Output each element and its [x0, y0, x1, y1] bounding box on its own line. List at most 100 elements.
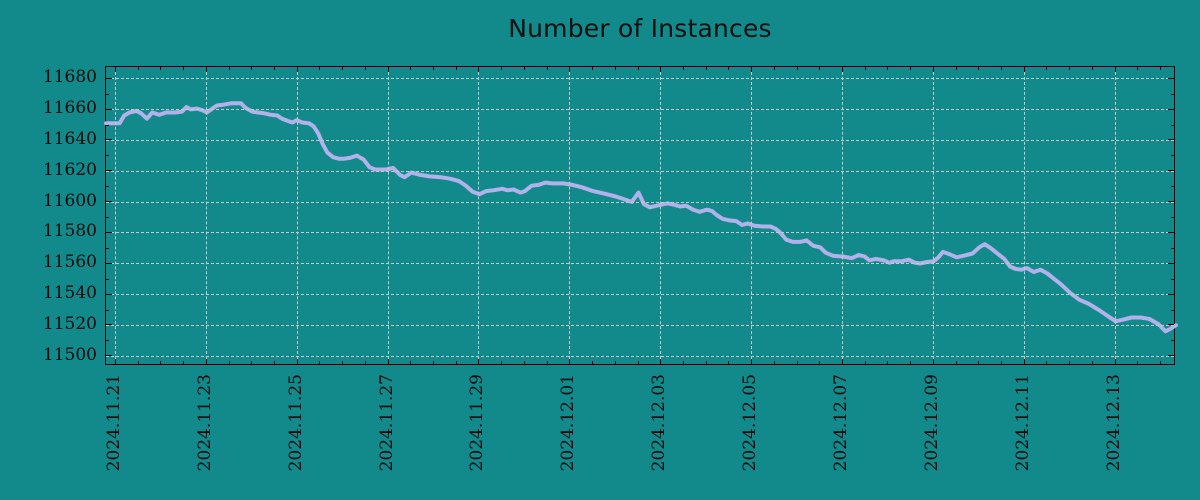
x-minor-tick-bottom — [523, 361, 525, 364]
x-minor-tick-top — [887, 67, 889, 70]
x-minor-tick-top — [137, 67, 139, 70]
x-axis-tick-label: 2024.11.29 — [467, 374, 488, 472]
x-minor-tick-top — [614, 67, 616, 70]
y-major-tick-right — [1168, 324, 1174, 326]
y-major-tick-right — [1168, 77, 1174, 79]
y-major-tick-left — [106, 139, 112, 141]
y-major-tick-right — [1168, 139, 1174, 141]
y-gridline — [106, 109, 1174, 111]
data-line — [104, 101, 1178, 334]
x-minor-tick-top — [274, 67, 276, 70]
x-major-tick-bottom — [932, 359, 934, 364]
x-gridline — [205, 67, 207, 364]
x-minor-tick-bottom — [160, 361, 162, 364]
x-minor-tick-bottom — [864, 361, 866, 364]
x-minor-tick-top — [978, 67, 980, 70]
y-major-tick-right — [1168, 262, 1174, 264]
x-minor-tick-bottom — [978, 361, 980, 364]
y-gridline — [106, 294, 1174, 296]
x-major-tick-bottom — [841, 359, 843, 364]
x-minor-tick-top — [728, 67, 730, 70]
x-minor-tick-bottom — [433, 361, 435, 364]
x-axis-tick-label: 2024.12.09 — [921, 374, 942, 472]
data-line-svg — [104, 101, 1178, 334]
y-minor-tick-left — [106, 155, 109, 157]
x-minor-tick-top — [682, 67, 684, 70]
x-minor-tick-bottom — [546, 361, 548, 364]
x-axis-tick-label: 2024.11.27 — [376, 374, 397, 472]
y-minor-tick-right — [1171, 93, 1174, 95]
x-minor-tick-top — [523, 67, 525, 70]
y-major-tick-right — [1168, 293, 1174, 295]
y-major-tick-right — [1168, 201, 1174, 203]
x-major-tick-top — [569, 67, 571, 72]
x-gridline — [114, 67, 116, 364]
x-major-tick-bottom — [478, 359, 480, 364]
x-gridline — [569, 67, 571, 364]
x-minor-tick-top — [228, 67, 230, 70]
y-minor-tick-right — [1171, 124, 1174, 126]
x-axis-tick-label: 2024.11.23 — [194, 374, 215, 472]
y-minor-tick-left — [106, 217, 109, 219]
x-minor-tick-bottom — [501, 361, 503, 364]
y-gridline — [106, 170, 1174, 172]
x-major-tick-top — [478, 67, 480, 72]
x-minor-tick-bottom — [1000, 361, 1002, 364]
x-minor-tick-bottom — [364, 361, 366, 364]
x-minor-tick-top — [455, 67, 457, 70]
x-major-tick-bottom — [569, 359, 571, 364]
y-major-tick-left — [106, 324, 112, 326]
x-major-tick-top — [114, 67, 116, 72]
y-minor-tick-left — [106, 340, 109, 342]
x-minor-tick-bottom — [228, 361, 230, 364]
x-minor-tick-bottom — [137, 361, 139, 364]
y-major-tick-left — [106, 77, 112, 79]
y-axis-tick-label: 11600 — [42, 190, 97, 211]
x-minor-tick-top — [433, 67, 435, 70]
x-minor-tick-top — [1046, 67, 1048, 70]
x-minor-tick-bottom — [1069, 361, 1071, 364]
y-major-tick-left — [106, 293, 112, 295]
y-gridline — [106, 232, 1174, 234]
x-minor-tick-bottom — [274, 361, 276, 364]
x-minor-tick-top — [592, 67, 594, 70]
x-minor-tick-bottom — [796, 361, 798, 364]
x-minor-tick-top — [501, 67, 503, 70]
x-minor-tick-top — [410, 67, 412, 70]
y-major-tick-right — [1168, 108, 1174, 110]
y-gridline — [106, 78, 1174, 80]
y-minor-tick-right — [1171, 309, 1174, 311]
x-major-tick-top — [296, 67, 298, 72]
y-gridline — [106, 139, 1174, 141]
x-minor-tick-bottom — [319, 361, 321, 364]
x-minor-tick-bottom — [819, 361, 821, 364]
y-axis-tick-label: 11500 — [42, 344, 97, 365]
y-major-tick-left — [106, 355, 112, 357]
x-minor-tick-top — [910, 67, 912, 70]
y-major-tick-left — [106, 231, 112, 233]
x-minor-tick-top — [546, 67, 548, 70]
chart-title: Number of Instances — [508, 14, 772, 43]
x-minor-tick-bottom — [410, 361, 412, 364]
x-minor-tick-top — [955, 67, 957, 70]
y-minor-tick-left — [106, 278, 109, 280]
y-axis-tick-label: 11580 — [42, 221, 97, 242]
x-minor-tick-bottom — [887, 361, 889, 364]
y-major-tick-left — [106, 201, 112, 203]
x-minor-tick-bottom — [342, 361, 344, 364]
x-major-tick-bottom — [1023, 359, 1025, 364]
x-major-tick-top — [1023, 67, 1025, 72]
x-minor-tick-bottom — [1137, 361, 1139, 364]
y-minor-tick-left — [106, 309, 109, 311]
y-minor-tick-left — [106, 247, 109, 249]
y-major-tick-left — [106, 108, 112, 110]
y-axis-tick-label: 11660 — [42, 98, 97, 119]
x-minor-tick-top — [864, 67, 866, 70]
y-minor-tick-right — [1171, 155, 1174, 157]
x-gridline — [478, 67, 480, 364]
x-major-tick-bottom — [387, 359, 389, 364]
x-minor-tick-bottom — [773, 361, 775, 364]
x-axis-tick-label: 2024.12.05 — [740, 374, 761, 472]
x-major-tick-bottom — [660, 359, 662, 364]
